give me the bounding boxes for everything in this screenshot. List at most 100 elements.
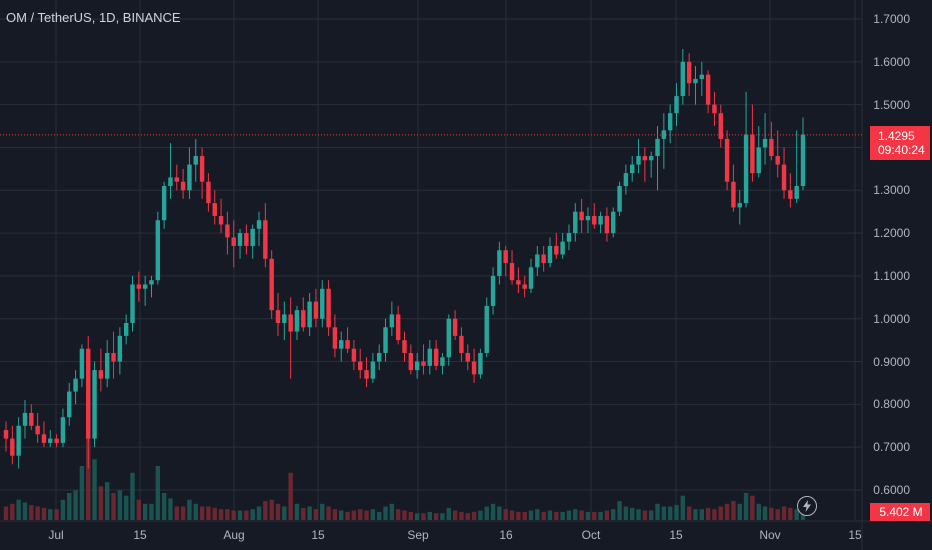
candle-body (364, 370, 369, 379)
candle-body (117, 335, 123, 362)
volume-bar (345, 511, 350, 520)
volume-bar (547, 510, 553, 520)
volume-bar (358, 509, 363, 520)
candle-body (762, 138, 768, 148)
candle-body (446, 318, 451, 358)
candle-body (705, 74, 711, 105)
volume-bar (10, 503, 15, 520)
candle-body (187, 164, 192, 191)
volume-bar (67, 493, 72, 520)
candle-body (67, 391, 72, 418)
candle-body (516, 280, 521, 285)
volume-bar (54, 509, 59, 520)
volume-bar (218, 509, 224, 520)
candle-body (402, 340, 407, 353)
candle-body (680, 61, 686, 97)
volume-bar (452, 510, 458, 520)
volume-bar (41, 507, 47, 520)
candle-body (775, 156, 780, 165)
candle-body (389, 314, 395, 328)
candle-body (269, 258, 274, 311)
volume-bar (326, 506, 331, 520)
y-tick-label: 1.5000 (873, 97, 910, 112)
current-price-value: 1.4295 (878, 128, 915, 143)
candle-body (79, 348, 85, 379)
volume-bar (376, 511, 382, 520)
candle-body (421, 361, 426, 366)
volume-bar (408, 511, 414, 520)
volume-bar (414, 513, 420, 520)
x-tick-label: 15 (669, 528, 683, 542)
candle-body (345, 340, 350, 349)
candle-body (440, 357, 445, 366)
candle-body (414, 361, 420, 371)
volume-bar (256, 506, 262, 520)
volume-bar (231, 510, 236, 520)
symbol-header[interactable]: OM / TetherUS, 1D, BINANCE (6, 10, 181, 25)
volume-bar (592, 511, 597, 520)
y-tick-label: 0.7000 (873, 440, 910, 455)
candle-body (579, 211, 584, 221)
candle-body (111, 352, 116, 362)
x-tick-label: 16 (499, 528, 513, 542)
volume-bar (370, 509, 376, 520)
x-tick-label: Aug (223, 528, 245, 542)
y-tick-label: 1.0000 (873, 311, 910, 326)
volume-bar (250, 509, 255, 520)
candle-body (503, 250, 508, 264)
candle-body (699, 74, 705, 79)
candle-body (648, 156, 654, 161)
volume-bar (680, 495, 686, 520)
volume-bar (149, 503, 154, 520)
candle-body (313, 301, 319, 319)
volume-bar (282, 506, 287, 520)
candle-body (630, 164, 635, 174)
candle-body (592, 215, 597, 225)
lightning-icon[interactable] (797, 496, 817, 516)
candle-body (326, 288, 331, 328)
candle-body (522, 284, 527, 289)
candle-body (433, 348, 439, 366)
candle-body (218, 215, 224, 225)
volume-bar (712, 509, 717, 520)
candle-body (174, 177, 179, 182)
candle-body (674, 96, 679, 114)
volume-bar (674, 505, 679, 520)
candle-body (452, 318, 458, 336)
candle-body (497, 250, 502, 276)
volume-bar (661, 506, 667, 520)
x-tick-label: 15 (311, 528, 325, 542)
candle-body (256, 220, 262, 229)
volume-bar (699, 509, 705, 520)
volume-bar (566, 510, 572, 520)
candle-body (718, 113, 723, 139)
candle-body (98, 370, 104, 379)
countdown-timer: 09:40:24 (878, 142, 925, 157)
candle-body (136, 284, 142, 289)
y-tick-label: 1.2000 (873, 226, 910, 241)
candle-body (554, 245, 559, 255)
candle-body (225, 224, 230, 238)
candle-body (149, 280, 154, 285)
volume-bar (648, 510, 654, 520)
candle-body (92, 370, 97, 439)
candle-body (339, 340, 344, 349)
candle-body (395, 314, 401, 341)
candle-body (231, 237, 236, 246)
volume-bar (497, 506, 502, 520)
candle-body (370, 361, 376, 379)
candle-body (528, 267, 534, 289)
candle-body (244, 233, 249, 246)
volume-bar (579, 510, 584, 520)
volume-bar (339, 510, 344, 520)
candle-body (459, 335, 464, 353)
candle-body (376, 352, 382, 362)
volume-bar (756, 503, 761, 520)
volume-bar (98, 486, 104, 520)
candle-body (193, 156, 198, 165)
volume-bar (301, 507, 306, 520)
volume-bar (705, 507, 711, 520)
candle-body (541, 254, 546, 264)
volume-bar (630, 507, 635, 520)
